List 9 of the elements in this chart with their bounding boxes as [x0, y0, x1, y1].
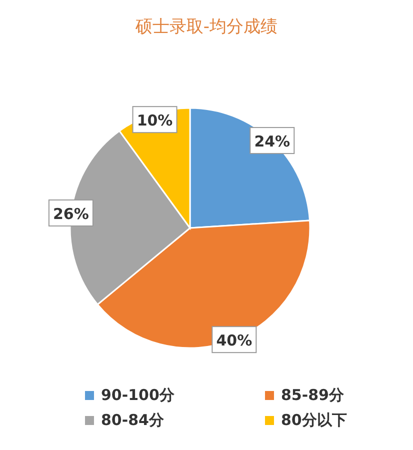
legend-label: 90-100分	[101, 386, 176, 404]
legend-label: 80分以下	[281, 411, 347, 429]
data-label: 40%	[216, 332, 252, 350]
chart-title: 硕士录取-均分成绩	[134, 17, 278, 37]
data-label: 26%	[52, 204, 89, 223]
legend-label: 85-89分	[281, 386, 345, 404]
data-label: 24%	[254, 132, 290, 151]
data-label: 10%	[136, 112, 173, 130]
legend-label: 80-84分	[101, 411, 165, 429]
